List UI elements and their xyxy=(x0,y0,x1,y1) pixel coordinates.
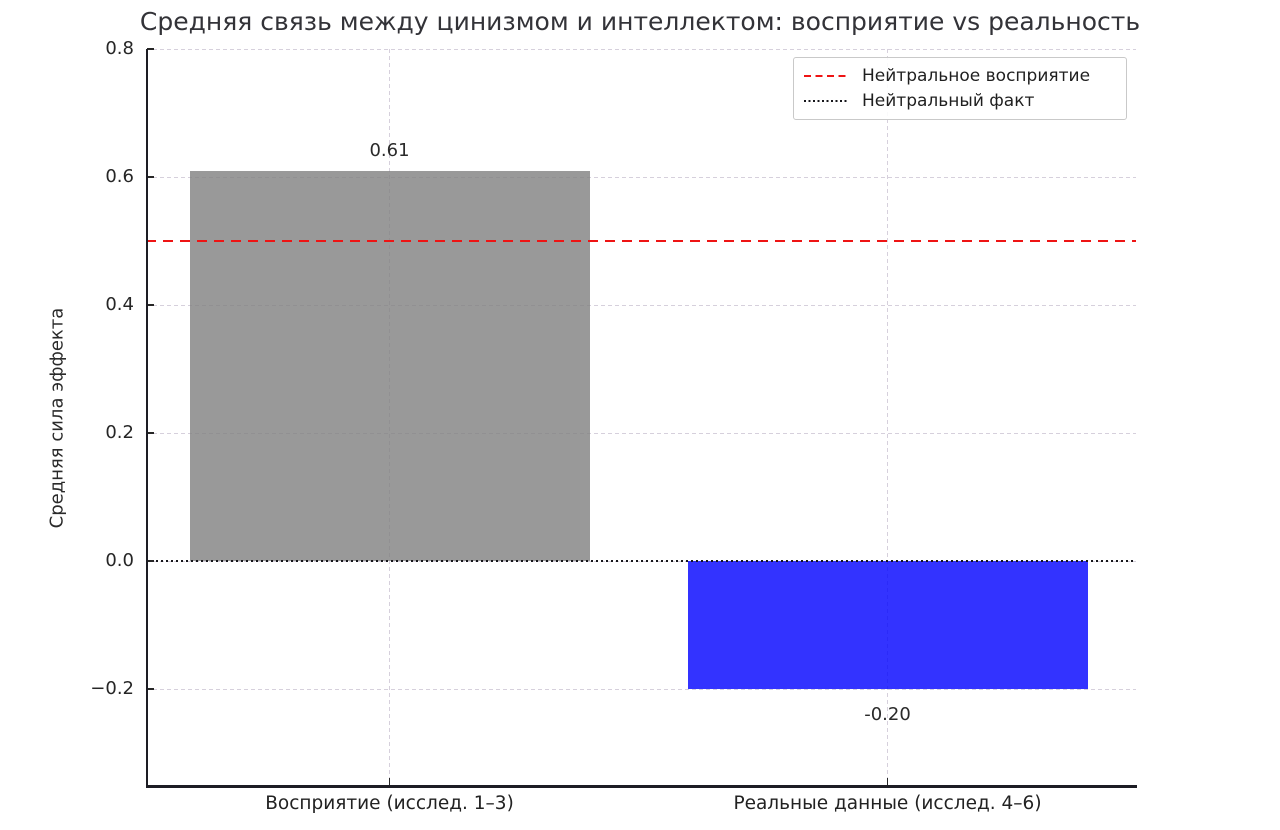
y-tick-label: −0.2 xyxy=(90,678,134,699)
x-tick-mark xyxy=(886,778,889,785)
reference-line-dashed xyxy=(146,240,1136,242)
y-tick-mark xyxy=(147,176,154,178)
legend-row-neutral-perception: Нейтральное восприятие xyxy=(804,66,1116,86)
vertical-gridline xyxy=(887,49,888,787)
y-tick-label: 0.8 xyxy=(105,38,134,59)
legend-label: Нейтральный факт xyxy=(862,91,1035,112)
y-tick-mark xyxy=(147,304,154,306)
horizontal-gridline xyxy=(146,688,1136,690)
x-tick-label: Восприятие (исслед. 1–3) xyxy=(265,793,514,814)
y-tick-label: 0.2 xyxy=(105,422,134,443)
reality-bar xyxy=(687,561,1088,689)
y-tick-mark xyxy=(147,688,154,690)
chart-title: Средняя связь между цинизмом и интеллект… xyxy=(139,7,1141,36)
horizontal-gridline xyxy=(146,48,1136,50)
black-dotted-line-icon xyxy=(804,100,848,103)
horizontal-gridline xyxy=(146,176,1136,178)
horizontal-gridline xyxy=(146,304,1136,306)
y-tick-label: 0.4 xyxy=(105,294,134,315)
x-tick-label: Реальные данные (исслед. 4–6) xyxy=(733,793,1042,814)
bar-value-label: 0.61 xyxy=(369,139,410,161)
y-axis-title: Средняя сила эффекта xyxy=(46,307,68,529)
legend: Нейтральное восприятие Нейтральный факт xyxy=(793,57,1127,120)
y-tick-label: 0.0 xyxy=(105,550,134,571)
x-axis-spine xyxy=(146,785,1137,788)
red-dashed-line-icon xyxy=(804,74,848,77)
legend-row-neutral-fact: Нейтральный факт xyxy=(804,91,1116,111)
reference-line-dotted xyxy=(146,560,1136,562)
plot-area: 0.61 -0.20 Нейтральное восприятие Нейтрал… xyxy=(146,48,1136,787)
y-tick-mark xyxy=(147,48,154,50)
y-tick-mark xyxy=(147,560,154,562)
x-tick-mark xyxy=(388,778,391,785)
legend-label: Нейтральное восприятие xyxy=(862,65,1091,86)
y-tick-label: 0.6 xyxy=(105,166,134,187)
y-tick-mark xyxy=(147,432,154,434)
horizontal-gridline xyxy=(146,432,1136,434)
y-axis-spine xyxy=(146,49,148,788)
bar-value-label: -0.20 xyxy=(864,704,911,725)
perception-bar xyxy=(189,170,590,561)
